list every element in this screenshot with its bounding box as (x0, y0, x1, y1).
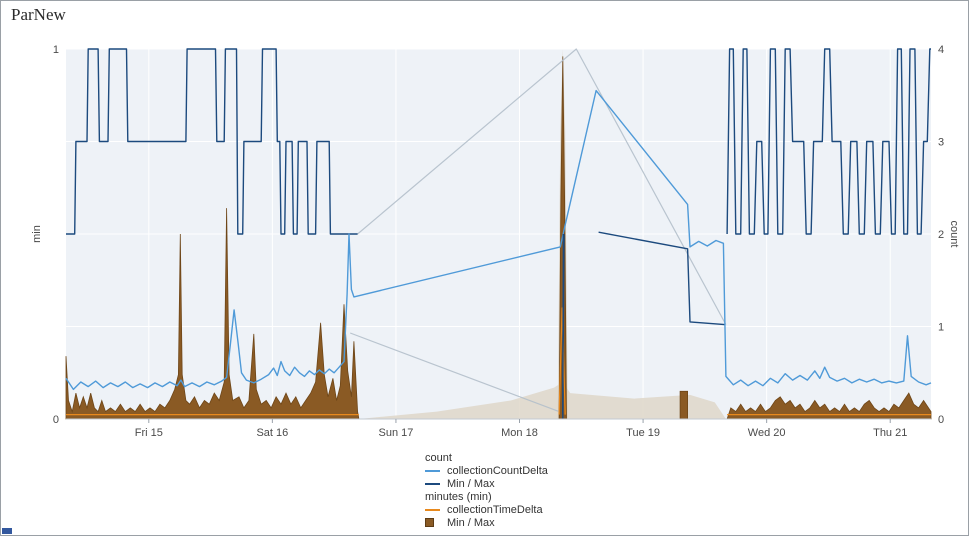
x-axis-tick-label: Tue 19 (626, 427, 660, 439)
series-minutes-minmax (726, 392, 932, 420)
bottom-left-artifact (2, 528, 12, 534)
legend-item-count-min-max: Min / Max (425, 477, 548, 490)
legend-item-collection-count-delta: collectionCountDelta (425, 464, 548, 477)
series-gap-connectors (349, 332, 560, 413)
series-count-minmax (598, 231, 725, 326)
x-axis-tick-label: Mon 18 (501, 427, 538, 439)
legend-heading-count: count (425, 451, 452, 464)
chart-title: ParNew (11, 5, 66, 24)
right-axis-tick-label: 2 (938, 229, 944, 241)
legend-item-collection-time-delta: collectionTimeDelta (425, 503, 548, 516)
series-minutes-delta (558, 307, 566, 415)
left-axis-title: min (31, 225, 43, 243)
right-axis-tick-label: 4 (938, 44, 944, 56)
legend-swatch-collection-time-delta (425, 508, 440, 511)
right-axis-tick-label: 1 (938, 322, 944, 334)
chart-legend: count collectionCountDelta Min / Max min… (425, 451, 548, 529)
x-axis-tick-label: Fri 15 (135, 427, 163, 439)
x-axis-tick-label: Wed 20 (748, 427, 786, 439)
series-event-vertical (562, 233, 565, 415)
legend-swatch-collection-count-delta (425, 469, 440, 472)
right-axis-tick-label: 0 (938, 414, 944, 426)
series-minutes-minmax (679, 390, 688, 420)
right-axis-tick-label: 3 (938, 137, 944, 149)
series-count-minmax (66, 48, 358, 235)
legend-swatch-count-min-max (425, 482, 440, 485)
series-count-minmax (726, 48, 931, 235)
legend-item-minutes-min-max: Min / Max (425, 516, 548, 529)
x-axis-tick-label: Sun 17 (378, 427, 413, 439)
legend-heading-minutes: minutes (min) (425, 490, 492, 503)
legend-swatch-minutes-min-max (425, 518, 434, 527)
x-axis-tick-label: Thu 21 (873, 427, 907, 439)
left-axis-tick-label: 0 (53, 414, 59, 426)
series-gap-connectors (357, 48, 727, 325)
series-minutes-minmax (65, 208, 360, 420)
series-count-delta (65, 89, 932, 391)
right-axis-title: count (948, 220, 960, 248)
x-axis-tick-label: Sat 16 (256, 427, 288, 439)
series-gap-minutes-area (358, 382, 726, 419)
left-axis-tick-label: 1 (53, 44, 59, 56)
